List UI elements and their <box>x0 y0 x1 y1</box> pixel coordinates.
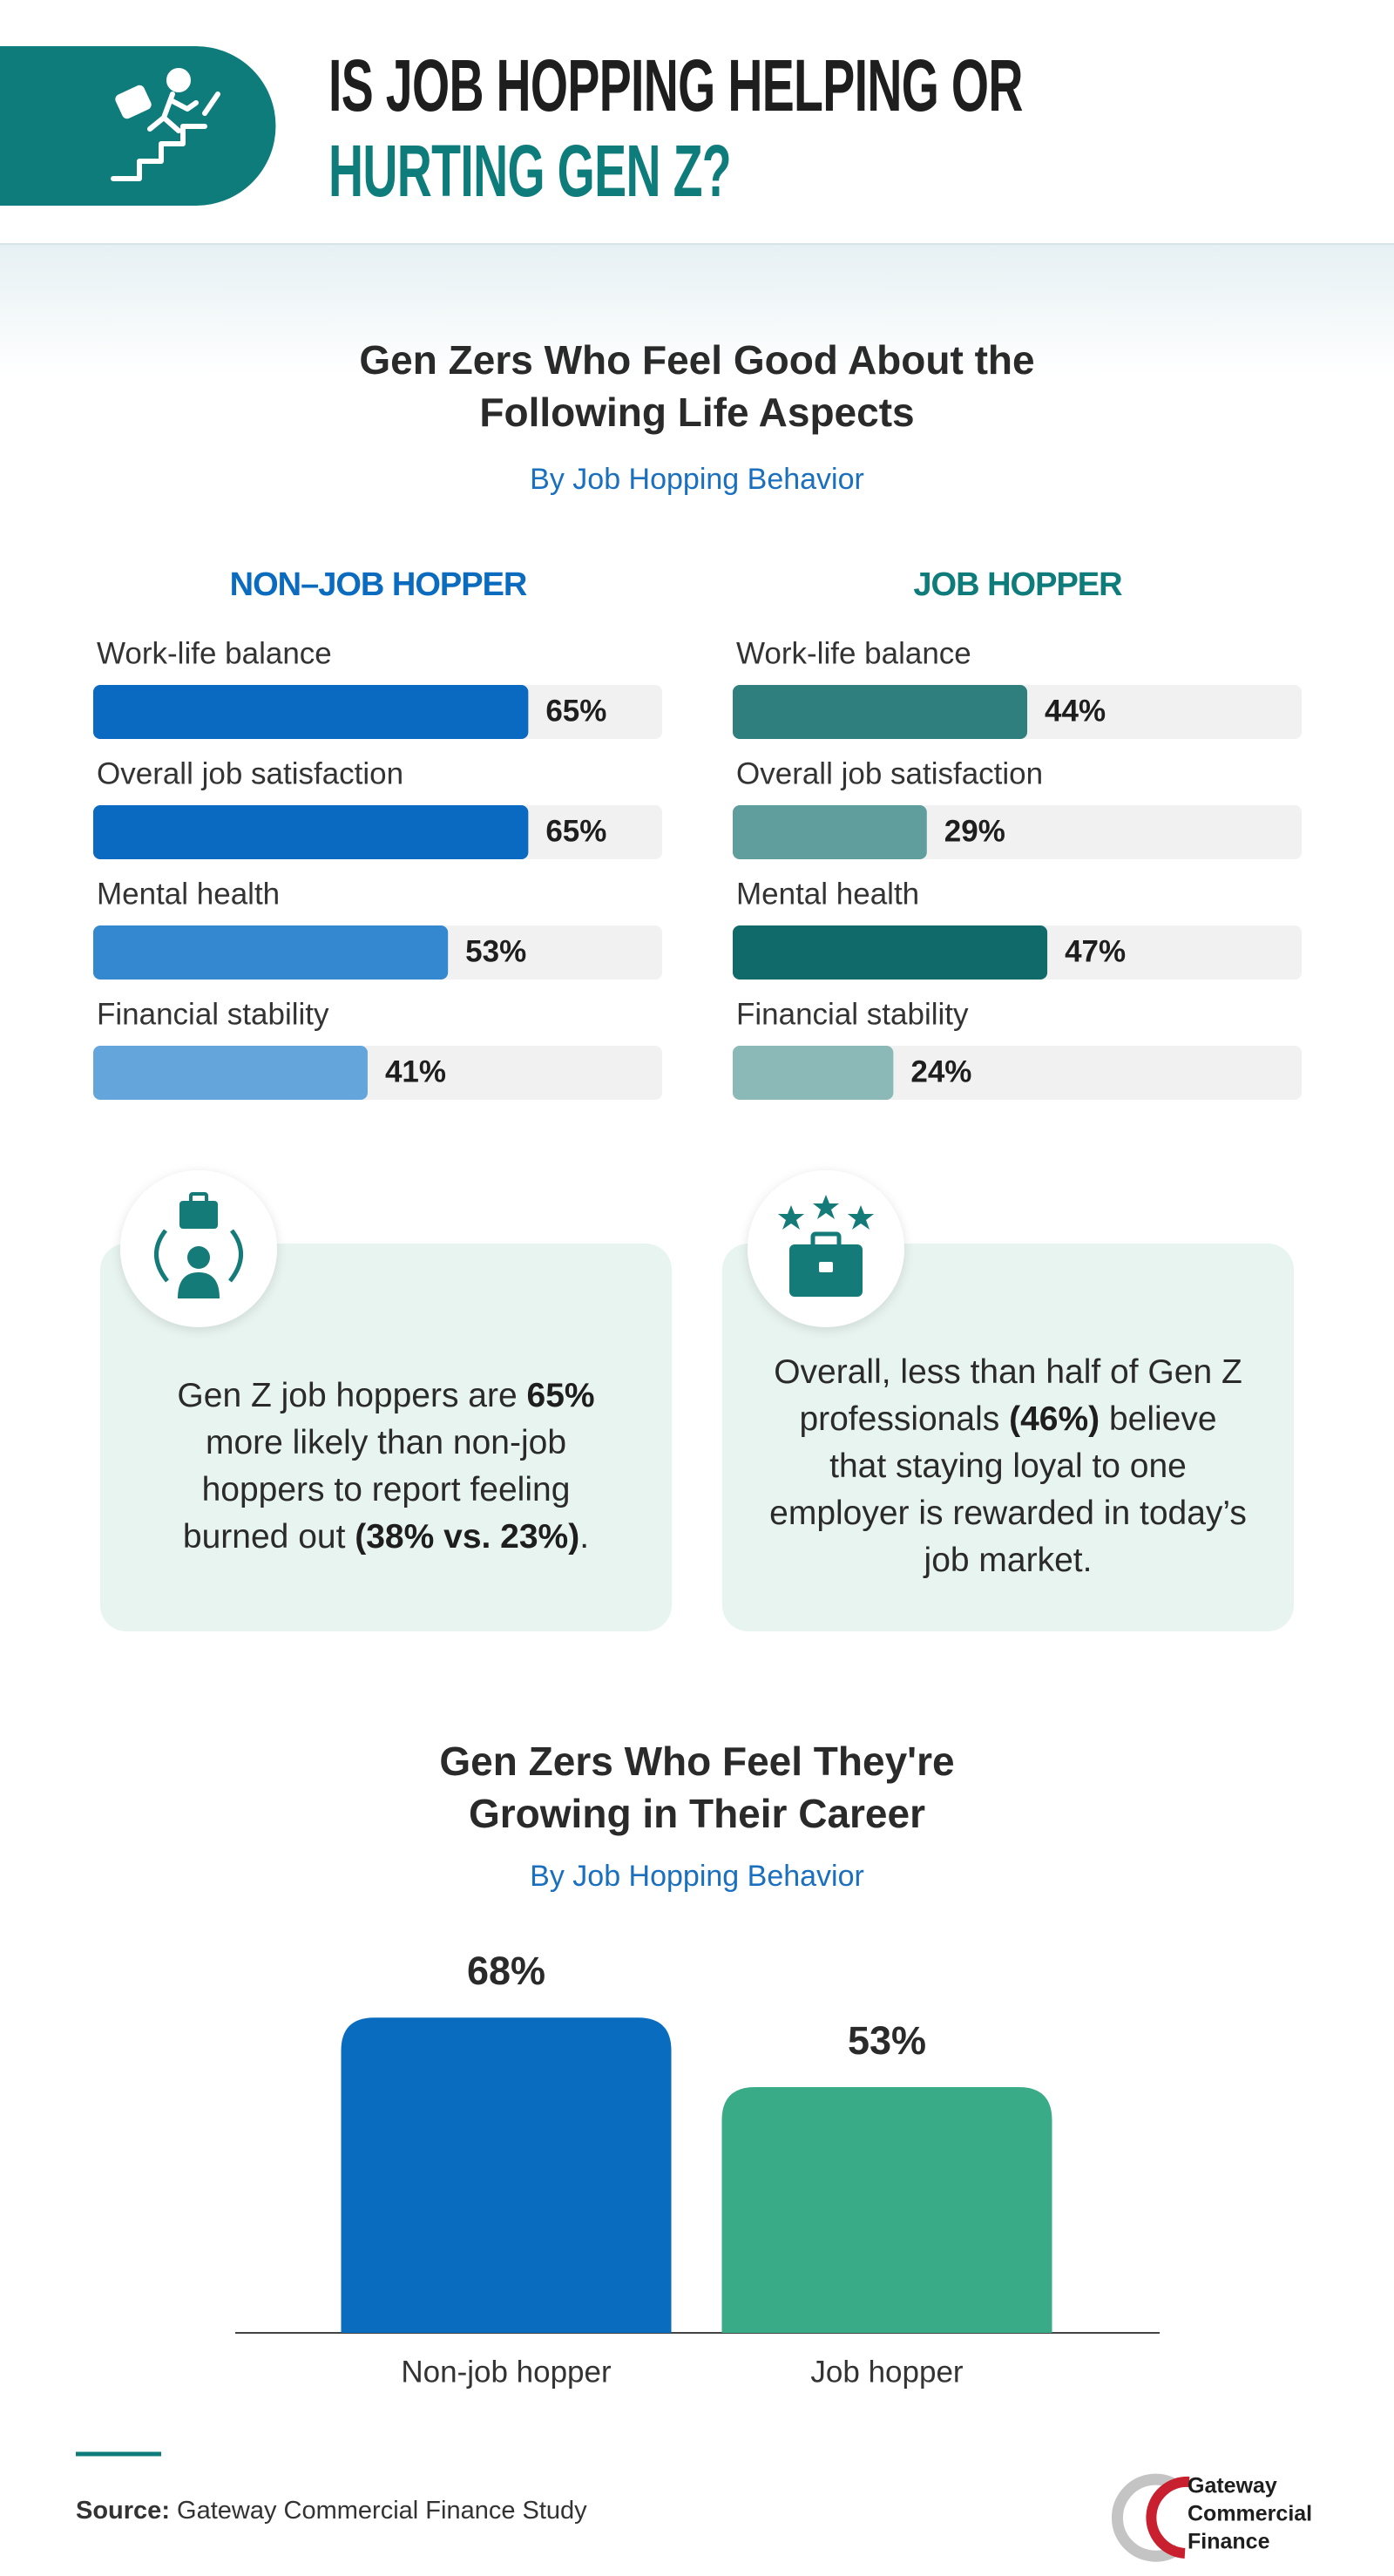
category-label: Mental health <box>736 877 919 911</box>
logo-text: Gateway <box>1188 2474 1277 2498</box>
callout-paragraph: Gen Z job hoppers are 65% more likely th… <box>145 1373 626 1561</box>
callout-run: . <box>579 1518 590 1556</box>
header-icon <box>111 68 220 181</box>
person-head <box>166 68 191 92</box>
panel-header: NON–JOB HOPPER <box>230 566 527 603</box>
briefcase-handle <box>810 1231 842 1251</box>
chart-title: Following Life Aspects <box>479 390 914 435</box>
callout-run: Gen Z job hoppers are <box>177 1377 527 1414</box>
callout-highlight: (46%) <box>1009 1400 1100 1438</box>
bar <box>93 685 529 739</box>
callout-run: believe that staying loyal to one employ… <box>769 1400 1247 1579</box>
category-label: Financial stability <box>97 997 329 1031</box>
source: Source: Gateway Commercial Finance Study <box>76 2497 587 2525</box>
value-label: 44% <box>1045 694 1106 728</box>
source-label: Source: <box>76 2497 170 2525</box>
x-tick-label: Non-job hopper <box>401 2355 612 2389</box>
panel-header: JOB HOPPER <box>913 566 1122 603</box>
star-icon <box>778 1205 804 1230</box>
bar <box>93 925 449 980</box>
bar <box>93 1046 368 1100</box>
category-label: Work-life balance <box>736 636 971 670</box>
logo-swoosh <box>1146 2476 1190 2559</box>
chart-subtitle: By Job Hopping Behavior <box>530 463 864 496</box>
chart-subtitle: By Job Hopping Behavior <box>530 1860 864 1893</box>
star-icon <box>848 1205 874 1230</box>
callout-text: Gen Z job hoppers are 65% more likely th… <box>100 1307 672 1626</box>
value-label: 41% <box>385 1054 446 1088</box>
logo-text: Finance <box>1188 2530 1270 2554</box>
logo: Gateway Commercial Finance <box>1111 2473 1312 2562</box>
value-label: 65% <box>545 694 606 728</box>
callout-box <box>100 1244 672 1631</box>
value-label: 29% <box>944 814 1005 848</box>
header-shade <box>0 244 1394 375</box>
callout-box <box>722 1244 1294 1631</box>
callout-run: more likely than non-job hoppers to repo… <box>182 1424 571 1556</box>
bar <box>733 1046 894 1100</box>
person-leg <box>147 115 166 132</box>
category-label: Overall job satisfaction <box>736 756 1043 790</box>
bar <box>341 2017 672 2333</box>
bar <box>733 685 1028 739</box>
chart-title: Gen Zers Who Feel They're <box>439 1739 954 1784</box>
bar <box>733 805 927 859</box>
callout-run: Overall, less than half of Gen Z profess… <box>774 1353 1242 1438</box>
value-label: 53% <box>848 2018 926 2063</box>
callout-highlight: 65% <box>526 1377 595 1414</box>
cycle-arrow <box>154 1229 169 1283</box>
pen-icon <box>202 92 220 116</box>
burnout-icon <box>154 1192 243 1298</box>
value-label: 68% <box>467 1949 545 1993</box>
value-label: 65% <box>545 814 606 848</box>
loyalty-icon <box>778 1195 874 1297</box>
person-arm <box>168 98 199 112</box>
category-label: Mental health <box>97 877 280 911</box>
chart-title: Gen Zers Who Feel Good About the <box>359 337 1034 383</box>
callout-paragraph: Overall, less than half of Gen Z profess… <box>768 1349 1249 1584</box>
bar <box>721 2087 1052 2333</box>
header-badge <box>0 46 276 206</box>
value-label: 53% <box>465 934 526 968</box>
person-body <box>178 1272 220 1298</box>
star-icon <box>813 1195 839 1219</box>
cycle-arrow <box>228 1229 243 1283</box>
briefcase-icon <box>179 1201 218 1229</box>
category-label: Overall job satisfaction <box>97 756 403 790</box>
briefcase-clasp <box>819 1262 833 1272</box>
bar <box>733 925 1048 980</box>
x-tick-label: Job hopper <box>810 2355 963 2389</box>
source-text: Gateway Commercial Finance Study <box>177 2497 587 2525</box>
briefcase-icon <box>115 85 152 119</box>
value-label: 47% <box>1065 934 1126 968</box>
page-title: HURTING GEN Z? <box>328 130 732 212</box>
bar <box>93 805 529 859</box>
category-label: Work-life balance <box>97 636 332 670</box>
stairs-icon <box>111 124 207 181</box>
briefcase-handle <box>189 1192 208 1204</box>
logo-text: Commercial <box>1188 2502 1312 2526</box>
person-head <box>187 1246 210 1269</box>
logo-swoosh <box>1111 2473 1181 2562</box>
chart-title: Growing in Their Career <box>469 1791 925 1836</box>
callout-text: Overall, less than half of Gen Z profess… <box>722 1307 1294 1626</box>
page-title: IS JOB HOPPING HELPING OR <box>328 44 1023 126</box>
category-label: Financial stability <box>736 997 969 1031</box>
value-label: 24% <box>910 1054 971 1088</box>
callout-highlight: (38% vs. 23%) <box>355 1518 580 1556</box>
